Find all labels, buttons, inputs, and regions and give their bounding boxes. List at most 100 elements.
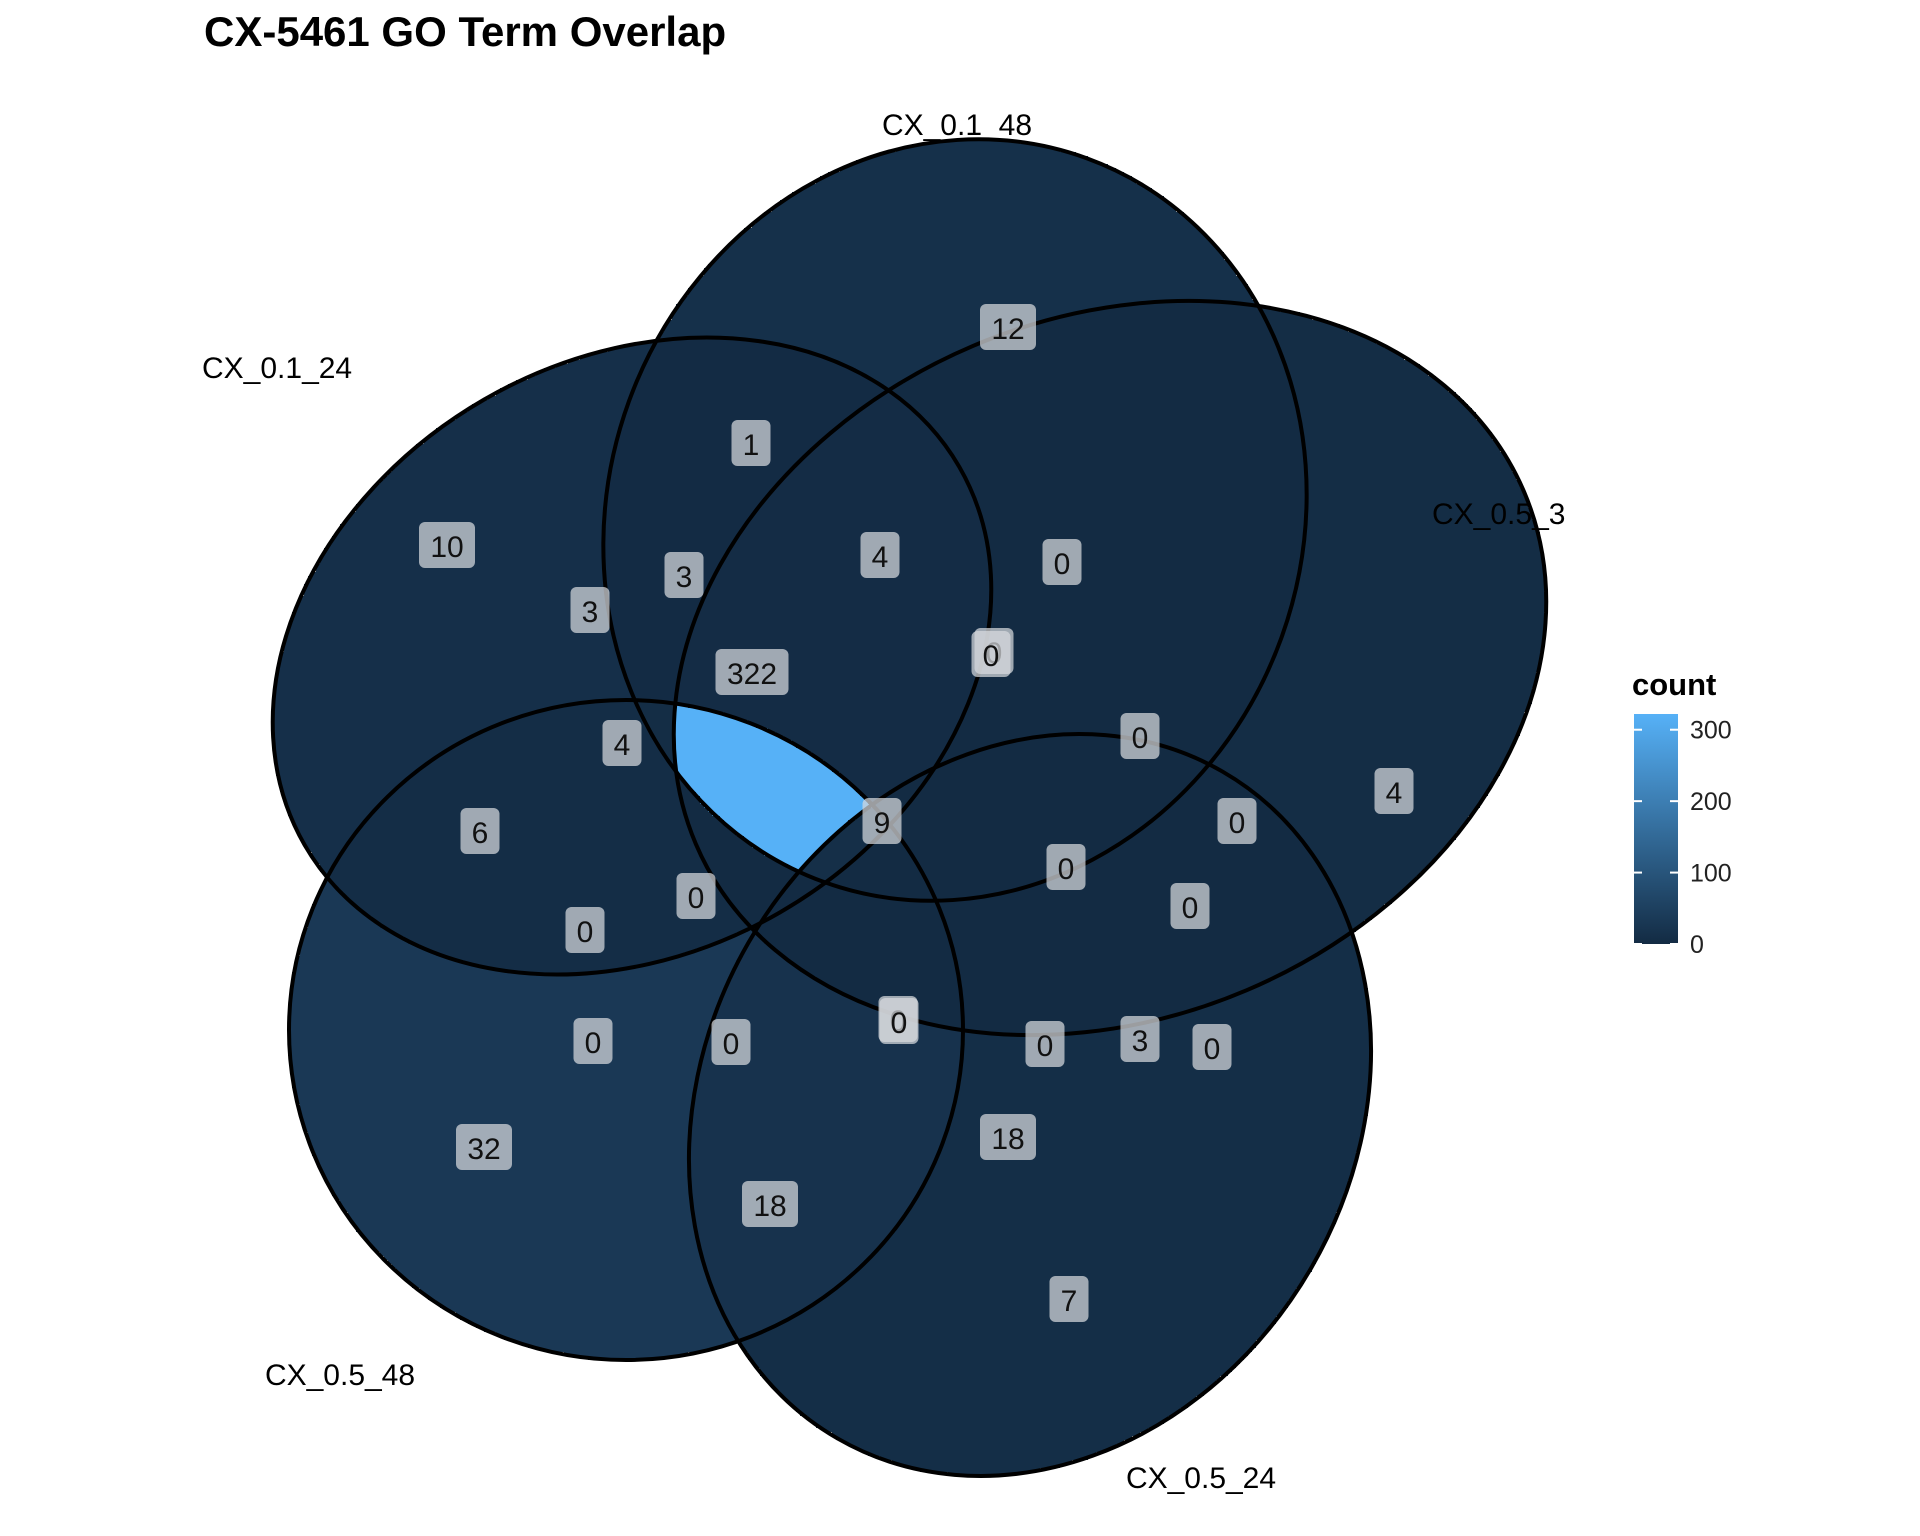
region-label-cx-0-1-48--cx-0-5-3--cx-0-5-24: 0 <box>1120 713 1160 759</box>
region-label-cx-0-1-24--cx-0-5-48: 6 <box>460 808 500 854</box>
region-fill-0 <box>660 140 1256 388</box>
set-label-cx-0-1-48: CX_0.1_48 <box>882 109 1032 142</box>
region-label-cx-0-1-48: 12 <box>980 304 1036 350</box>
region-label-box <box>1374 768 1414 814</box>
region-label-box <box>1120 1016 1160 1062</box>
region-count: 9 <box>874 807 891 840</box>
region-count-labels: 10124732100186318003300044000000003229 <box>419 304 1414 1322</box>
region-count: 18 <box>753 1190 786 1223</box>
region-label-cx-0-1-24--cx-0-1-48--cx-0-5-24--cx-0-5-48: 0 <box>879 998 919 1044</box>
region-label-box <box>1192 1024 1232 1070</box>
region-label-cx-0-1-24--cx-0-1-48--cx-0-5-3--cx-0-5-48: 322 <box>715 649 789 695</box>
set-label-cx-0-5-24: CX_0.5_24 <box>1126 1462 1276 1495</box>
region-label-cx-0-1-48--cx-0-5-3--cx-0-5-48: 0 <box>971 631 1011 677</box>
set-outline-cx-0-5-48 <box>287 698 965 1362</box>
region-label-box <box>565 907 605 953</box>
region-label-box <box>664 552 704 598</box>
region-label-cx-0-1-24--cx-0-5-3--cx-0-5-24--cx-0-5-48: 0 <box>565 907 605 953</box>
set-outline-cx-0-5-3 <box>671 298 1549 1038</box>
region-label-box <box>862 798 902 844</box>
region-count: 0 <box>891 1007 908 1040</box>
region-label-cx-0-5-24: 7 <box>1049 1276 1089 1322</box>
region-count: 4 <box>614 729 631 762</box>
region-label-cx-0-1-24--cx-0-1-48--cx-0-5-24: 4 <box>860 532 900 578</box>
set-label-cx-0-1-24: CX_0.1_24 <box>202 352 352 385</box>
region-count: 10 <box>430 531 463 564</box>
region-label-box <box>460 808 500 854</box>
region-label-cx-0-1-48--cx-0-5-3: 0 <box>1042 539 1082 585</box>
region-count: 0 <box>1054 548 1071 581</box>
region-count: 0 <box>1037 1030 1054 1063</box>
region-label-cx-0-1-24--cx-0-1-48: 1 <box>731 420 771 466</box>
region-label-cx-0-5-48: 32 <box>456 1124 512 1170</box>
legend-colorbar <box>1634 714 1678 944</box>
region-label-box <box>715 649 789 695</box>
region-label-cx-0-1-24: 10 <box>419 522 475 568</box>
region-count: 3 <box>582 596 599 629</box>
region-count: 3 <box>1132 1025 1149 1058</box>
region-label-box <box>419 522 475 568</box>
region-label-cx-0-1-24--cx-0-5-3--cx-0-5-48: 0 <box>1192 1024 1232 1070</box>
region-fill-2 <box>636 308 1548 932</box>
region-label-cx-0-1-24--cx-0-5-24: 0 <box>676 873 716 919</box>
legend-tick-label: 100 <box>1690 860 1732 888</box>
region-count: 1 <box>743 429 760 462</box>
region-label-box <box>711 1019 751 1065</box>
region-label-box <box>742 1181 798 1227</box>
region-label-cx-0-5-3--cx-0-5-24--cx-0-5-48: 0 <box>1025 1021 1065 1067</box>
region-count: 12 <box>991 313 1024 346</box>
set-outline-cx-0-5-24 <box>687 732 1373 1478</box>
region-label-cx-0-1-24--cx-0-5-3--cx-0-5-24: 0 <box>711 1019 751 1065</box>
region-label-cx-0-1-48--cx-0-5-24: 18 <box>742 1181 798 1227</box>
region-label-cx-0-5-3--cx-0-5-24: 0 <box>1217 798 1257 844</box>
region-label-box <box>879 998 919 1044</box>
region-fill-1 <box>676 300 1352 1036</box>
region-count: 0 <box>1132 722 1149 755</box>
region-label-box <box>676 873 716 919</box>
set-label-cx-0-5-3: CX_0.5_3 <box>1432 498 1565 531</box>
legend-tick-label: 0 <box>1690 931 1704 959</box>
region-count: 4 <box>1386 777 1403 810</box>
region-count: 0 <box>983 640 1000 673</box>
region-label-box <box>1120 713 1160 759</box>
region-label-cx-0-1-48--cx-0-5-3--cx-0-5-24--cx-0-5-48: 0 <box>1170 883 1210 929</box>
region-count: 0 <box>1204 1033 1221 1066</box>
region-fill-9 <box>288 880 752 1360</box>
region-label-box <box>1042 539 1082 585</box>
region-label-cx-0-1-24--cx-0-1-48--cx-0-5-48: 4 <box>602 720 642 766</box>
region-count: 0 <box>585 1027 602 1060</box>
region-fill-3 <box>604 336 888 704</box>
region-label-cx-0-5-24--cx-0-5-48: 18 <box>980 1114 1036 1160</box>
region-label-box <box>456 1124 512 1170</box>
legend-title: count <box>1632 667 1716 702</box>
region-count: 32 <box>467 1133 500 1166</box>
set-outline-cx-0-1-24 <box>270 335 994 977</box>
region-count: 0 <box>688 882 705 915</box>
region-fill-7 <box>672 704 872 872</box>
region-label-box <box>602 720 642 766</box>
region-label-cx-0-1-24--cx-0-1-48--cx-0-5-3: 3 <box>664 552 704 598</box>
legend-ticks: 0 100 200 300 <box>1634 717 1732 959</box>
set-labels: CX_0.1_24 CX_0.1_48 CX_0.5_3 CX_0.5_24 CX_0.… <box>202 109 1565 1495</box>
region-count: 7 <box>1061 1285 1078 1318</box>
region-label-box <box>1170 883 1210 929</box>
region-count: 0 <box>577 916 594 949</box>
region-label-box <box>860 532 900 578</box>
chart-title: CX-5461 GO Term Overlap <box>204 8 726 55</box>
region-label-cx-0-1-24--cx-0-5-24--cx-0-5-48: 0 <box>573 1018 613 1064</box>
region-label-box <box>1217 798 1257 844</box>
region-fill-4 <box>272 340 656 876</box>
region-fill-5 <box>676 392 992 932</box>
region-label-box <box>1049 1276 1089 1322</box>
venn-regions <box>272 140 1548 1476</box>
region-label-box <box>731 420 771 466</box>
region-count: 0 <box>1058 853 1075 886</box>
region-label-cx-0-1-24--cx-0-1-48--cx-0-5-3--cx-0-5-24--cx-0-5-48: 9 <box>862 798 902 844</box>
legend-tick-label: 300 <box>1690 717 1732 745</box>
region-fill-6 <box>328 700 748 976</box>
set-outlines <box>270 137 1549 1478</box>
region-count: 0 <box>1229 807 1246 840</box>
region-label-box <box>980 304 1036 350</box>
